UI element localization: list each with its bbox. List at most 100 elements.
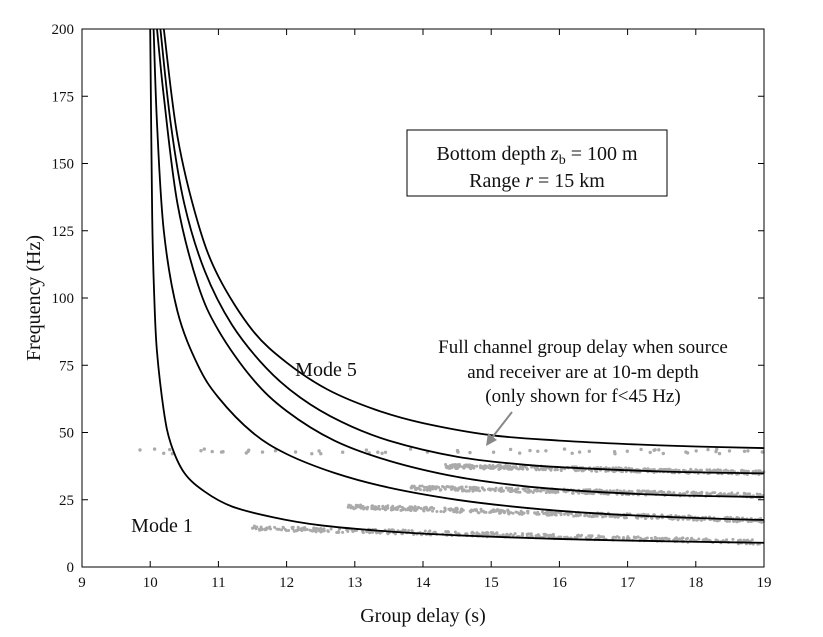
scatter-point	[364, 448, 369, 452]
scatter-point	[634, 516, 638, 519]
scatter-point	[464, 485, 468, 489]
scatter-point	[544, 491, 548, 495]
scatter-point	[622, 536, 625, 539]
scatter-point	[370, 504, 374, 508]
scatter-point	[199, 449, 203, 453]
scatter-point	[598, 535, 602, 539]
scatter-point	[210, 449, 214, 454]
scatter-point	[740, 468, 744, 472]
info-box	[406, 129, 668, 197]
scatter-point	[481, 486, 485, 490]
scatter-point	[494, 486, 498, 490]
scatter-point	[514, 487, 518, 491]
scatter-point	[613, 452, 617, 456]
scatter-point	[562, 447, 567, 451]
scatter-point	[459, 509, 463, 512]
scatter-point	[450, 488, 453, 491]
scatter-point	[714, 538, 718, 542]
scatter-point	[259, 525, 263, 529]
scatter-point	[627, 489, 631, 493]
scatter-point	[439, 510, 443, 513]
scatter-point	[609, 515, 613, 518]
scatter-point	[700, 518, 703, 522]
scatter-point	[383, 450, 388, 454]
scatter-point	[645, 490, 649, 494]
scatter-point	[694, 468, 698, 472]
scatter-point	[468, 509, 472, 513]
scatter-point	[732, 519, 736, 523]
scatter-point	[311, 529, 315, 533]
scatter-point	[685, 490, 689, 494]
scatter-point	[378, 507, 382, 511]
info-box-line-1: Bottom depth zb = 100 m	[436, 143, 638, 168]
mode-4-curve	[159, 28, 765, 475]
scatter-point	[425, 485, 429, 489]
scatter-point	[468, 485, 472, 489]
scatter-point	[716, 519, 720, 523]
scatter-point	[612, 489, 616, 493]
scatter-point	[513, 532, 517, 536]
mode-5-label: Mode 5	[295, 359, 357, 381]
y-tick-label: 175	[52, 89, 75, 105]
scatter-point	[448, 508, 452, 512]
scatter-point	[303, 526, 307, 530]
scatter-point	[506, 464, 510, 468]
scatter-point	[461, 508, 465, 512]
scatter-point	[533, 488, 536, 492]
scatter-point	[543, 532, 547, 536]
scatter-point	[517, 467, 521, 471]
scatter-point	[580, 533, 584, 537]
scatter-point	[168, 447, 172, 452]
scatter-point	[377, 504, 381, 508]
scatter-point	[615, 488, 619, 492]
scatter-point	[500, 486, 503, 490]
scatter-point	[502, 467, 506, 470]
scatter-point	[553, 468, 557, 472]
scatter-point	[432, 507, 436, 510]
scatter-point	[481, 465, 485, 468]
x-axis-label: Group delay (s)	[360, 605, 486, 627]
scatter-point	[386, 504, 390, 508]
scatter-point	[587, 534, 591, 538]
scatter-point	[319, 527, 323, 530]
scatter-point	[488, 488, 492, 492]
scatter-point	[444, 530, 448, 534]
scatter-point	[495, 508, 499, 512]
scatter-point	[657, 448, 661, 452]
scatter-point	[346, 505, 350, 509]
scatter-point	[422, 508, 425, 512]
scatter-point	[300, 528, 303, 532]
scatter-point	[746, 538, 750, 542]
scatter-point	[456, 488, 460, 492]
scatter-point	[660, 491, 664, 495]
scatter-point	[423, 529, 427, 533]
scatter-point	[273, 525, 277, 529]
scatter-point	[281, 525, 285, 529]
scatter-point	[570, 451, 574, 455]
scatter-point	[653, 448, 657, 452]
scatter-point	[667, 537, 671, 541]
scatter-point	[452, 486, 456, 490]
scatter-point	[362, 506, 366, 510]
scatter-point	[401, 528, 405, 532]
scatter-point	[661, 451, 665, 456]
scatter-point	[725, 515, 729, 519]
x-tick-label: 9	[78, 575, 86, 591]
scatter-point	[727, 449, 732, 453]
scatter-point	[386, 506, 390, 510]
scatter-point	[221, 450, 225, 454]
scatter-point	[457, 486, 461, 490]
scatter-point	[676, 537, 679, 541]
scatter-point	[454, 466, 457, 470]
scatter-point	[285, 529, 288, 533]
scatter-point	[500, 509, 504, 513]
scatter-point	[422, 488, 426, 492]
scatter-point	[420, 484, 424, 488]
scatter-point	[378, 531, 382, 535]
scatter-point	[611, 536, 615, 540]
scatter-point	[706, 447, 710, 452]
scatter-point	[461, 465, 465, 469]
scatter-point	[614, 535, 618, 539]
y-tick-label: 200	[52, 22, 75, 38]
